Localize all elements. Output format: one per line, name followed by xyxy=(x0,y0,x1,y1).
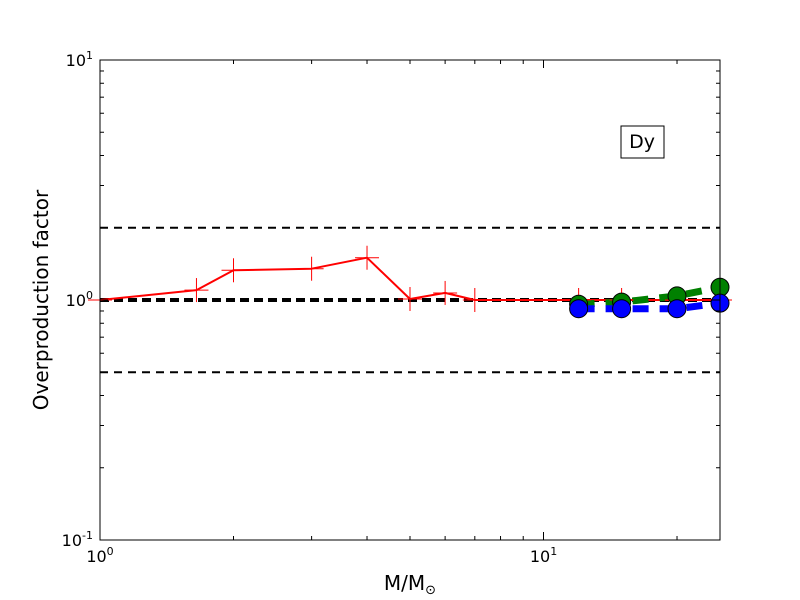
annotation-frame xyxy=(620,125,665,159)
annotation-label: Dy xyxy=(629,131,655,153)
x-tick-label-exponent: 0 xyxy=(107,545,114,558)
x-axis-title-sub: ⊙ xyxy=(425,583,436,598)
y-tick-label-exponent: -1 xyxy=(82,529,93,542)
y-tick-label: 101 xyxy=(66,49,93,70)
y-tick-label: 10-1 xyxy=(62,529,93,550)
y-tick-label: 100 xyxy=(66,289,93,310)
y-tick-label-exponent: 1 xyxy=(86,49,93,62)
series-line-3 xyxy=(578,299,720,313)
series-point-3 xyxy=(667,299,687,319)
y-tick-label-base: 10 xyxy=(66,291,86,310)
x-tick-label-exponent: 1 xyxy=(550,545,557,558)
y-tick-label-exponent: 0 xyxy=(86,289,93,302)
x-axis-title: M/M⊙ xyxy=(384,571,436,598)
y-axis-title: Overproduction factor xyxy=(29,189,53,410)
series-line-2 xyxy=(578,283,720,308)
x-tick-label: 100 xyxy=(86,545,113,566)
y-tick-label-base: 10 xyxy=(66,51,86,70)
y-tick-label-base: 10 xyxy=(62,531,82,550)
x-axis-title-main: M/M xyxy=(384,571,425,595)
x-tick-label-base: 10 xyxy=(530,547,550,566)
series-point-3 xyxy=(569,299,589,319)
series-point-3 xyxy=(612,299,632,319)
x-tick-label-base: 10 xyxy=(86,547,106,566)
x-tick-label: 101 xyxy=(530,545,557,566)
annotation-box: Dy xyxy=(620,125,665,159)
